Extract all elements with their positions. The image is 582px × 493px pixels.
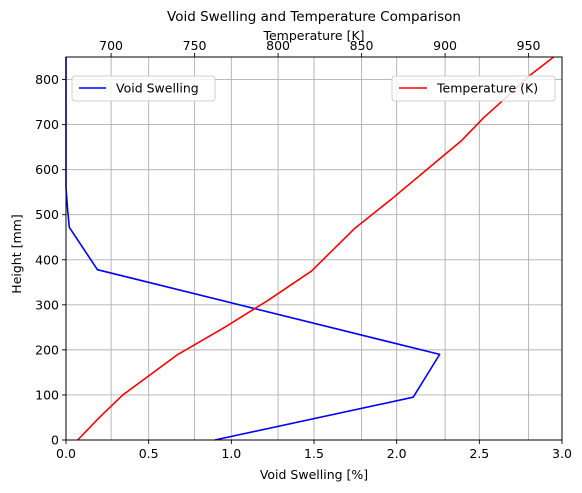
x-top-tick-label: 750 bbox=[183, 38, 207, 53]
y-tick-label: 600 bbox=[35, 162, 59, 177]
chart-title: Void Swelling and Temperature Comparison bbox=[167, 9, 461, 25]
y-tick-label: 700 bbox=[35, 117, 59, 132]
x-bottom-tick-label: 1.5 bbox=[304, 446, 324, 461]
legend-label-temperature: Temperature (K) bbox=[436, 81, 538, 96]
x-top-tick-label: 850 bbox=[350, 38, 374, 53]
series-line-void-swelling bbox=[65, 57, 441, 441]
x-bottom-axis-label: Void Swelling [%] bbox=[260, 467, 368, 482]
series-lines bbox=[65, 56, 555, 441]
x-bottom-tick-label: 2.5 bbox=[469, 446, 489, 461]
x-bottom-tick-label: 0.0 bbox=[56, 446, 76, 461]
y-tick-label: 800 bbox=[35, 72, 59, 87]
y-tick-label: 300 bbox=[35, 297, 59, 312]
legend-box bbox=[71, 75, 216, 102]
x-bottom-tick-label: 3.0 bbox=[552, 446, 572, 461]
ticks: 0 100 200 300 400 500 600 700 800 0.0 0.5 1.0 1.5 2.0… bbox=[35, 38, 572, 461]
x-bottom-tick-label: 1.0 bbox=[221, 446, 241, 461]
y-axis-label: Height [mm] bbox=[9, 214, 24, 293]
x-top-tick-label: 900 bbox=[433, 38, 457, 53]
legend-temperature: Temperature (K) bbox=[391, 75, 556, 102]
y-tick-label: 500 bbox=[35, 207, 59, 222]
x-bottom-tick-label: 2.0 bbox=[387, 446, 407, 461]
y-tick-label: 100 bbox=[35, 387, 59, 402]
x-top-tick-label: 700 bbox=[99, 38, 123, 53]
x-top-tick-label: 950 bbox=[517, 38, 541, 53]
legend-void-swelling: Void Swelling bbox=[71, 75, 216, 102]
y-tick-label: 0 bbox=[51, 433, 59, 448]
x-top-axis-label: Temperature [K] bbox=[262, 28, 364, 43]
x-top-tick-label: 800 bbox=[266, 38, 290, 53]
legend-label-void-swelling: Void Swelling bbox=[116, 81, 199, 96]
x-bottom-tick-label: 0.5 bbox=[139, 446, 159, 461]
y-tick-label: 400 bbox=[35, 252, 59, 267]
series-line-temperature-k bbox=[77, 56, 555, 441]
legend-box bbox=[391, 75, 556, 102]
y-tick-label: 200 bbox=[35, 342, 59, 357]
